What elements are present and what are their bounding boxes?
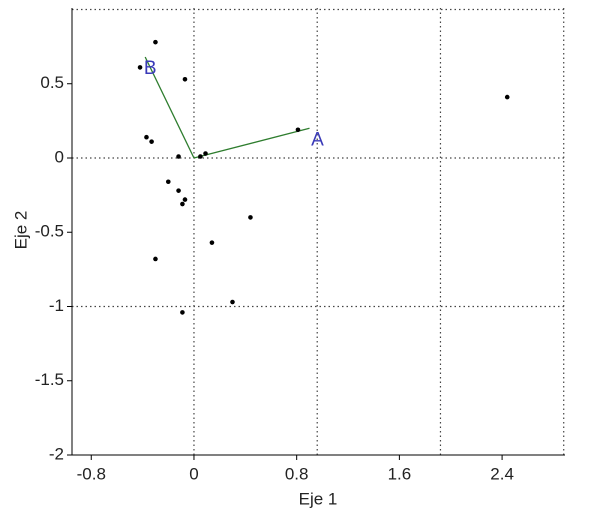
vector-label: B bbox=[144, 58, 157, 79]
vector bbox=[193, 127, 310, 159]
x-tick-label: 2.4 bbox=[490, 464, 514, 483]
x-axis-label: Eje 1 bbox=[299, 489, 338, 508]
x-tick-label: 0 bbox=[189, 464, 198, 483]
point bbox=[180, 310, 185, 315]
point bbox=[209, 240, 215, 245]
point bbox=[295, 127, 301, 133]
y-tick-label: -0.5 bbox=[35, 222, 64, 241]
y-tick-label: -1.5 bbox=[35, 370, 64, 389]
point bbox=[182, 76, 188, 82]
point bbox=[176, 188, 181, 193]
x-tick-label: -0.8 bbox=[77, 464, 106, 483]
y-tick-label: -2 bbox=[49, 444, 64, 463]
y-tick-label: 0 bbox=[55, 147, 64, 166]
y-tick-label: 0.5 bbox=[40, 73, 64, 92]
point bbox=[137, 65, 143, 70]
y-tick-label: -1 bbox=[49, 296, 64, 315]
vector bbox=[144, 56, 195, 159]
x-tick-label: 1.6 bbox=[388, 464, 412, 483]
point bbox=[180, 201, 185, 207]
point bbox=[176, 154, 181, 159]
x-tick-label: 0.8 bbox=[285, 464, 309, 483]
vector-label: A bbox=[311, 129, 324, 150]
point bbox=[149, 139, 154, 144]
point bbox=[248, 215, 253, 220]
point bbox=[203, 151, 208, 156]
y-axis-label: Eje 2 bbox=[11, 211, 30, 250]
point bbox=[198, 154, 203, 159]
point bbox=[153, 39, 158, 45]
point bbox=[230, 299, 235, 305]
point bbox=[144, 134, 149, 140]
point bbox=[182, 197, 188, 202]
point bbox=[504, 94, 510, 100]
point bbox=[165, 179, 171, 185]
point bbox=[153, 256, 158, 262]
